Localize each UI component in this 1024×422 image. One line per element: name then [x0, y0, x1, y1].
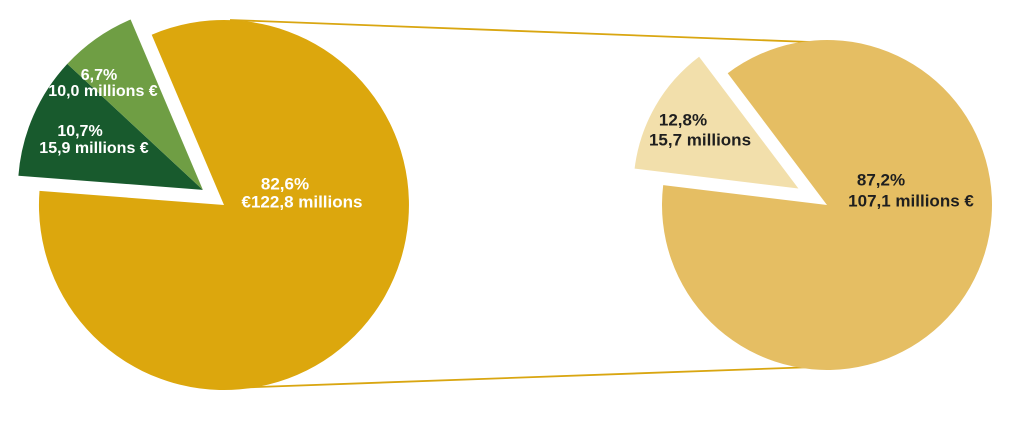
right-pie-main-pct-label: 87,2%: [856, 170, 906, 190]
right-pie: [634, 39, 992, 370]
left-pie-slice-light-green: [67, 19, 203, 190]
connector-lines: [229, 19, 816, 389]
left-pie-dark-green-value-label: 15,9 millions €: [39, 140, 149, 157]
connector-line-top: [229, 19, 811, 43]
right-pie-cream-value-label: 15,7 millions: [648, 130, 752, 150]
right-pie-cream-pct-label: 12,8%: [658, 110, 708, 130]
right-pie-slice-cream: [634, 56, 799, 189]
right-pie-main-value-label: 107,1 millions €: [848, 191, 974, 211]
connector-line-bottom: [229, 366, 816, 389]
left-pie-light-green-pct-label: 6,7%: [80, 67, 118, 84]
left-pie-slice-dark-green: [18, 63, 203, 190]
left-pie-light-green-value-label: 10,0 millions €: [48, 83, 158, 100]
left-pie-main-value-label: €122,8 millions: [241, 192, 363, 212]
left-pie: [18, 19, 409, 391]
left-pie-dark-green-pct-label: 10,7%: [57, 123, 103, 140]
right-pie-slice-main-tan: [661, 39, 992, 370]
left-pie-slice-main-gold: [38, 20, 409, 391]
left-pie-main-pct-label: 82,6%: [260, 174, 310, 194]
